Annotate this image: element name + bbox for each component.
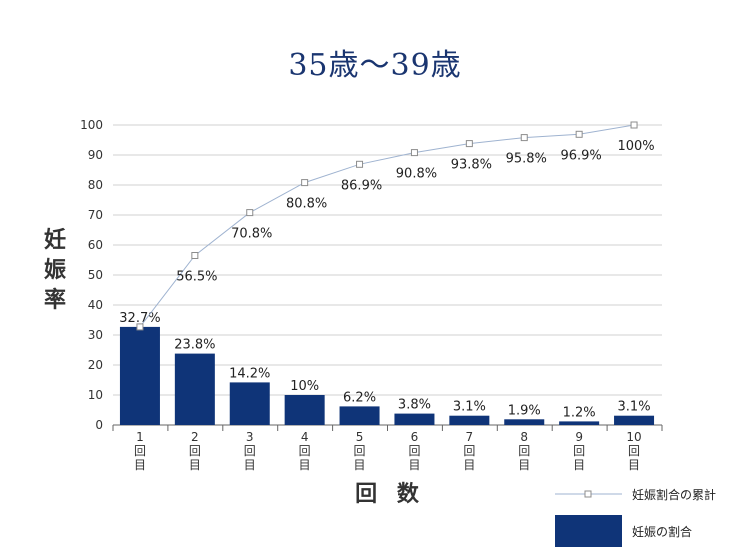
bar-data-label: 1.9%: [508, 403, 541, 418]
bar: [229, 382, 270, 425]
line-point: [630, 121, 638, 129]
bar: [284, 395, 325, 425]
bar: [174, 353, 215, 425]
x-tick-label: 回: [573, 444, 585, 458]
line-data-label: 95.8%: [506, 152, 547, 167]
bar-series: [119, 326, 655, 425]
x-tick-label: 3: [246, 430, 254, 444]
x-tick-label: 目: [354, 458, 366, 472]
x-tick-label: 回: [299, 444, 311, 458]
line-data-label: 70.8%: [231, 227, 272, 242]
line-point: [575, 130, 583, 138]
bar: [504, 419, 545, 425]
bar-data-label: 14.2%: [229, 366, 270, 381]
x-tick-label: 9: [575, 430, 583, 444]
line-point: [191, 252, 199, 259]
line-point: [301, 179, 309, 187]
x-tick-label: 回: [408, 444, 420, 458]
legend-label-line: 妊娠割合の累計: [632, 488, 717, 502]
y-tick-label: 40: [88, 298, 103, 312]
bar-data-labels: 32.7% 23.8% 14.2% 10% 6.2% 3.8% 3.1% 1.9% 1.2% 3.…: [119, 311, 650, 421]
bar-data-label: 23.8%: [174, 338, 215, 353]
line-point: [356, 160, 364, 168]
y-tick-label: 20: [88, 358, 103, 372]
y-tick-label: 0: [95, 418, 103, 432]
x-tick-label: 7: [466, 430, 474, 444]
y-tick-label: 90: [88, 148, 103, 162]
cumulative-line-series: [136, 121, 638, 331]
x-tick-label: 目: [408, 458, 420, 472]
x-tick-label: 回: [463, 444, 475, 458]
x-tick-label: 回: [518, 444, 530, 458]
x-axis-label: 回 数: [355, 482, 425, 507]
line-data-label: 96.9%: [560, 148, 601, 163]
cumulative-line: [139, 124, 635, 328]
y-tick-label: 50: [88, 268, 103, 282]
x-tick-label: 回: [628, 444, 640, 458]
legend-line-marker: [584, 490, 592, 498]
line-data-labels: 56.5% 70.8% 80.8% 86.9% 90.8% 93.8% 95.8% 96.9%…: [176, 139, 654, 285]
y-tick-label: 10: [88, 388, 103, 402]
y-axis-label-char-1: 妊: [43, 228, 66, 253]
x-tick-label: 8: [520, 430, 528, 444]
bar-data-label: 3.1%: [453, 400, 486, 415]
bar-data-label: 3.8%: [398, 398, 431, 413]
line-point: [520, 134, 528, 142]
bar: [614, 415, 655, 425]
x-tick-label: 5: [356, 430, 364, 444]
line-data-label: 93.8%: [451, 158, 492, 173]
x-tick-label: 回: [189, 444, 201, 458]
y-axis-label-char-3: 率: [43, 288, 66, 313]
x-tick-label: 目: [518, 458, 530, 472]
chart-title: 35歳～39歳: [288, 48, 462, 83]
x-tick-label: 目: [573, 458, 585, 472]
bar: [339, 406, 380, 425]
line-point: [465, 140, 473, 148]
line-point: [246, 209, 254, 217]
line-data-label: 90.8%: [396, 167, 437, 182]
x-tick-label: 目: [189, 458, 201, 472]
line-data-label: 86.9%: [341, 178, 382, 193]
y-tick-label: 60: [88, 238, 103, 252]
x-tick-label: 目: [299, 458, 311, 472]
bar: [559, 421, 600, 425]
line-data-label: 56.5%: [176, 270, 217, 285]
x-tick-label: 6: [411, 430, 419, 444]
x-tick-label: 2: [191, 430, 199, 444]
bar-data-label: 10%: [290, 379, 319, 394]
bar-data-label: 1.2%: [563, 405, 596, 420]
x-tick-label: 回: [134, 444, 146, 458]
x-tick-label: 1: [136, 430, 144, 444]
y-axis-ticks: 0 10 20 30 40 50 60 70 80 90 100: [80, 118, 103, 432]
x-tick-label: 目: [134, 458, 146, 472]
y-tick-label: 30: [88, 328, 103, 342]
line-data-label: 80.8%: [286, 197, 327, 212]
bar: [394, 413, 435, 425]
legend: [555, 490, 622, 547]
x-tick-label: 4: [301, 430, 309, 444]
y-axis-label-char-2: 娠: [43, 258, 66, 283]
legend-label-bar: 妊娠の割合: [632, 525, 693, 539]
line-data-label: 100%: [617, 139, 654, 154]
x-tick-label: 回: [354, 444, 366, 458]
bar-data-label: 32.7%: [119, 311, 160, 326]
x-tick-label: 回: [244, 444, 256, 458]
x-tick-label: 目: [244, 458, 256, 472]
x-tick-label: 目: [463, 458, 475, 472]
line-point: [136, 323, 144, 331]
bar: [119, 326, 160, 425]
y-tick-label: 80: [88, 178, 103, 192]
bar: [449, 415, 490, 425]
y-tick-label: 100: [80, 118, 103, 132]
x-tick-label: 目: [628, 458, 640, 472]
y-tick-label: 70: [88, 208, 103, 222]
legend-bar-swatch: [555, 515, 622, 547]
line-point: [410, 149, 418, 157]
bar-data-label: 6.2%: [343, 390, 376, 405]
x-tick-label: 10: [626, 430, 641, 444]
bar-data-label: 3.1%: [618, 400, 651, 415]
